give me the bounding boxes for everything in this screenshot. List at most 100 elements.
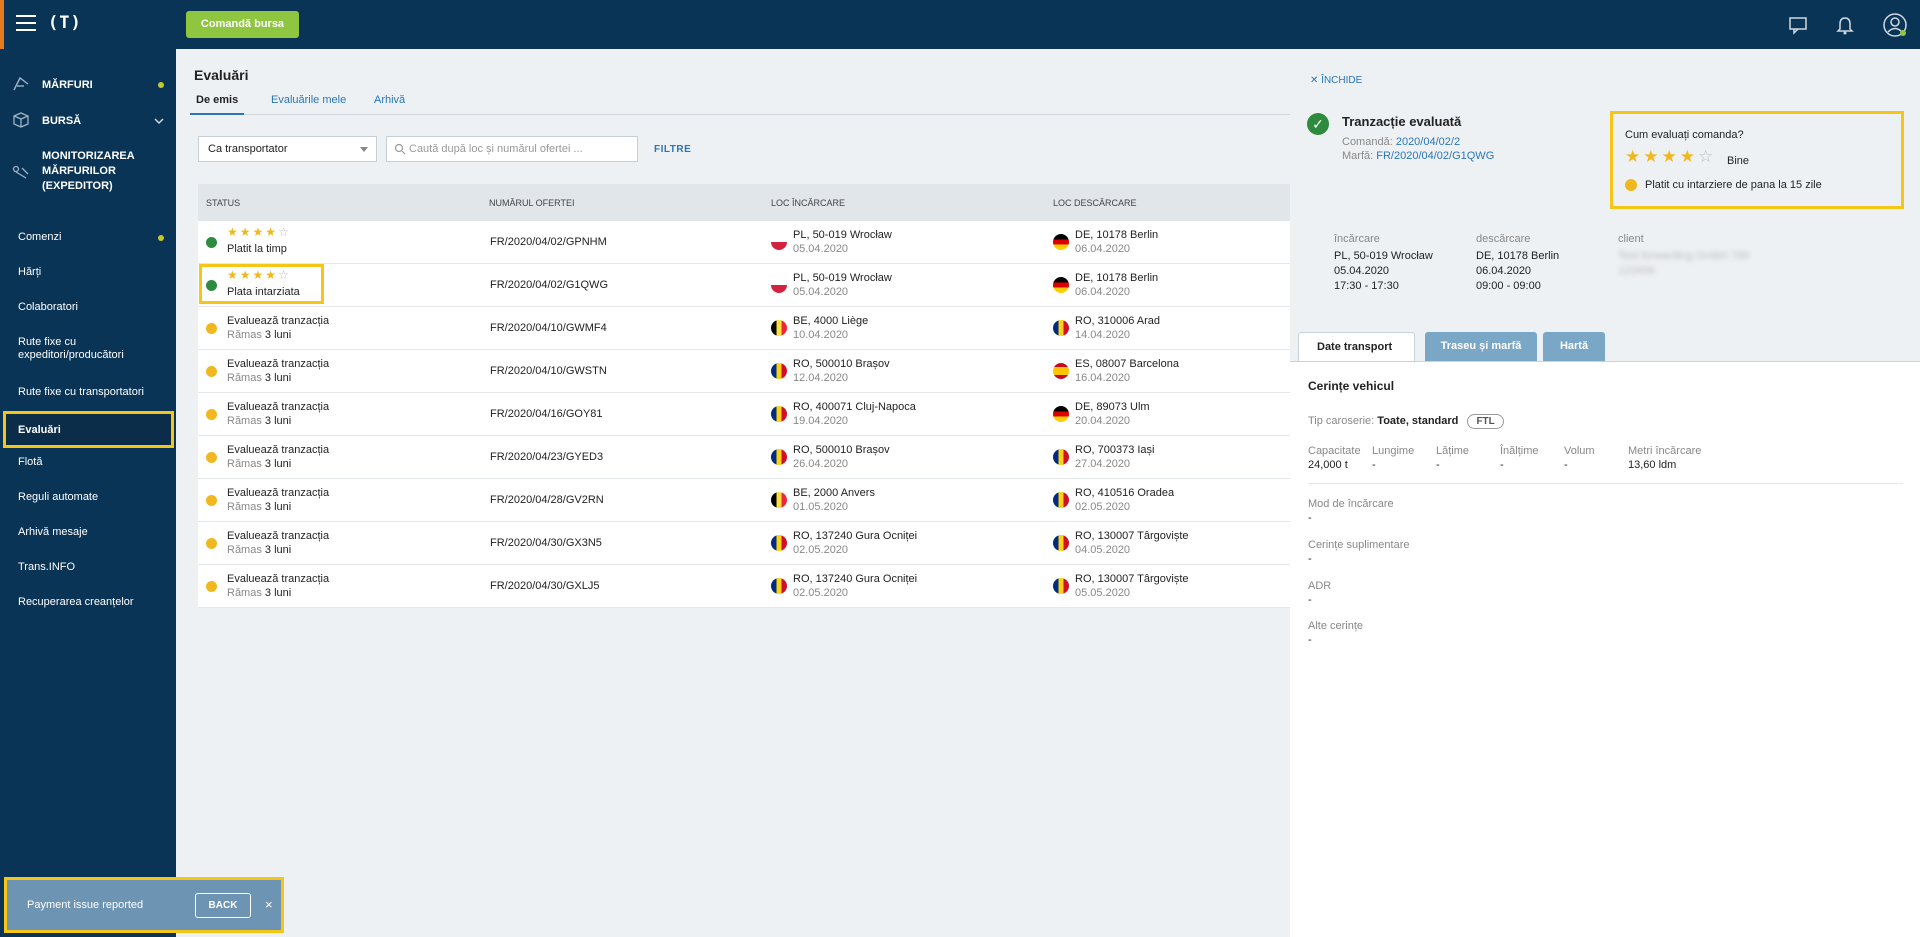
close-button[interactable]: ✕ ÎNCHIDE [1310,75,1362,86]
table-row[interactable]: Evaluează tranzacția Rămas 3 luni FR/2020/… [198,565,1290,608]
sidebar-item-comenzi[interactable]: Comenzi [0,231,176,247]
role-select[interactable]: Ca transportator [198,136,377,162]
star-filled-icon: ★ [265,225,279,239]
table-row[interactable]: Evaluează tranzacția Rămas 3 luni FR/2020/… [198,479,1290,522]
filters-link[interactable]: FILTRE [654,144,692,155]
row-unload-location: RO, 130007 Târgoviște 04.05.2020 [1075,529,1189,557]
sidebar-item-bursa[interactable]: BURSĂ [0,112,176,132]
row-offer-number[interactable]: FR/2020/04/02/GPNHM [490,236,607,248]
flag-icon [771,578,787,594]
row-load-place: RO, 500010 Brașov [793,444,890,456]
sidebar-item-fixed-routes-carriers[interactable]: Rute fixe cu transportatori [0,386,176,402]
tab-transport-data[interactable]: Date transport [1298,332,1415,361]
row-status-text[interactable]: Evaluează tranzacția [227,573,330,585]
row-remaining-value: 3 luni [264,415,292,427]
back-button[interactable]: BACK [195,893,251,918]
sidebar-item-auto-rules[interactable]: Reguli automate [0,491,176,507]
row-unload-place: RO, 130007 Târgoviște [1075,573,1189,585]
sidebar-item-transinfo[interactable]: Trans.INFO [0,561,176,577]
dimension-value: - [1564,459,1568,471]
star-filled-icon: ★ [265,268,279,282]
star-empty-icon: ☆ [278,225,291,239]
tab-archive[interactable]: Arhivă [374,94,406,106]
sidebar-item-evaluari[interactable]: Evaluări [3,411,174,448]
logo[interactable]: (T) [48,13,82,33]
toast-message: Payment issue reported [27,899,144,911]
client-info: client Test forwarding GmbH 789 123456 [1618,232,1749,279]
dimension-label: Lungime [1372,445,1415,457]
row-offer-number[interactable]: FR/2020/04/23/GYED3 [490,451,604,463]
row-status-text[interactable]: Evaluează tranzacția [227,530,330,542]
star-filled-icon[interactable]: ★ [1661,147,1680,166]
table-row[interactable]: Evaluează tranzacția Rămas 3 luni FR/2020/… [198,436,1290,479]
sidebar-item-label: BURSĂ [42,115,82,127]
row-offer-number[interactable]: FR/2020/04/10/GWSTN [490,365,607,377]
tab-my-ratings[interactable]: Evaluările mele [271,94,347,106]
table-row[interactable]: Evaluează tranzacția Rămas 3 luni FR/2020/… [198,393,1290,436]
cargo-link[interactable]: FR/2020/04/02/G1QWG [1376,150,1495,162]
row-unload-place: RO, 310006 Arad [1075,315,1161,327]
row-load-location: RO, 137240 Gura Ocniței 02.05.2020 [793,529,917,557]
tab-to-issue[interactable]: De emis [190,93,245,115]
order-exchange-button[interactable]: Comandă bursa [186,11,299,38]
row-offer-number[interactable]: FR/2020/04/30/GXLJ5 [490,580,600,592]
row-unload-location: RO, 130007 Târgoviște 05.05.2020 [1075,572,1189,600]
rating-stars[interactable]: ★★★★☆ [1625,147,1716,167]
dimension-item: Lungime - [1372,444,1414,472]
load-time: 17:30 - 17:30 [1334,280,1399,292]
search-input[interactable] [409,137,629,161]
row-load-location: RO, 400071 Cluj-Napoca 19.04.2020 [793,400,916,428]
row-offer-number[interactable]: FR/2020/04/28/GV2RN [490,494,604,506]
row-offer-number[interactable]: FR/2020/04/02/G1QWG [490,279,608,291]
star-filled-icon: ★ [239,268,253,282]
table-row[interactable]: Evaluează tranzacția Rămas 3 luni FR/2020/… [198,350,1290,393]
sidebar-item-fixed-routes-shippers[interactable]: Rute fixe cu expeditori/producători [0,336,176,366]
row-offer-number[interactable]: FR/2020/04/10/GWMF4 [490,322,607,334]
order-link[interactable]: 2020/04/02/2 [1395,136,1461,148]
sidebar-item-debt-recovery[interactable]: Recuperarea creanțelor [0,596,176,612]
star-filled-icon[interactable]: ★ [1625,147,1644,166]
row-status-text[interactable]: Evaluează tranzacția [227,444,330,456]
warning-icon [206,452,217,463]
table-row[interactable]: ★★★★☆ Platit la timp FR/2020/04/02/GPNHM PL… [198,221,1290,264]
bell-icon[interactable] [1834,14,1856,36]
tab-route-cargo[interactable]: Traseu și marfă [1425,332,1537,361]
dimension-item: Lățime - [1436,444,1469,472]
row-offer-number[interactable]: FR/2020/04/30/GX3N5 [490,537,602,549]
table-row[interactable]: ★★★★☆ Plata intarziata FR/2020/04/02/G1QWG… [198,264,1290,307]
flag-icon [771,363,787,379]
row-remaining-value: 3 luni [264,458,292,470]
sidebar-item-label: Arhivă mesaje [18,526,88,538]
row-status-text[interactable]: Evaluează tranzacția [227,401,330,413]
star-filled-icon[interactable]: ★ [1643,147,1662,166]
sidebar-item-harti[interactable]: Hărți [0,266,176,282]
order-meta: Comandă: 2020/04/02/2 [1342,136,1460,148]
row-offer-number[interactable]: FR/2020/04/16/GOY81 [490,408,603,420]
chat-icon[interactable] [1787,14,1809,36]
search-box[interactable] [386,136,638,162]
row-remaining-label: Rămas [227,544,262,556]
dimension-label: Lățime [1436,445,1470,457]
sidebar-item-flota[interactable]: Flotă [0,456,176,472]
toast-close-icon[interactable]: × [265,897,273,912]
row-status-text[interactable]: Evaluează tranzacția [227,358,330,370]
star-empty-icon[interactable]: ☆ [1698,147,1717,166]
flag-icon [1053,535,1069,551]
column-header-status: STATUS [206,198,241,208]
tab-map[interactable]: Hartă [1543,332,1605,361]
star-filled-icon: ★ [252,225,266,239]
row-status-text[interactable]: Evaluează tranzacția [227,487,330,499]
menu-icon[interactable] [16,15,36,31]
cargo-label: Marfă: [1342,150,1374,162]
sidebar-item-message-archive[interactable]: Arhivă mesaje [0,526,176,542]
sidebar-item-colaboratori[interactable]: Colaboratori [0,301,176,317]
star-filled-icon[interactable]: ★ [1679,147,1698,166]
row-status-text[interactable]: Evaluează tranzacția [227,315,330,327]
table-row[interactable]: Evaluează tranzacția Rămas 3 luni FR/2020/… [198,522,1290,565]
dimension-label: Înălțime [1500,445,1539,457]
user-avatar-icon[interactable] [1882,12,1908,38]
table-row[interactable]: Evaluează tranzacția Rămas 3 luni FR/2020/… [198,307,1290,350]
sidebar-item-marfuri[interactable]: MĂRFURI [0,76,176,96]
row-remaining: Rămas 3 luni [227,501,291,514]
sidebar-item-monitoring[interactable]: MONITORIZAREA MĂRFURILOR (EXPEDITOR) [0,149,176,197]
